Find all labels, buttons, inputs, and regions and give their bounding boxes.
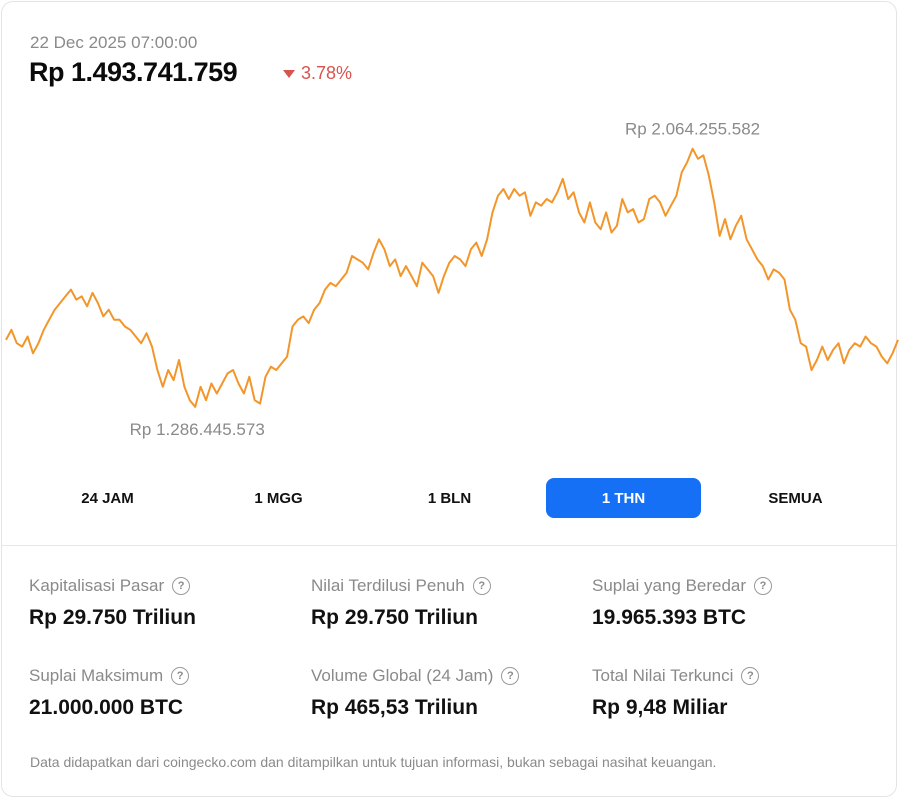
chart-high-label: Rp 2.064.255.582 xyxy=(625,120,760,139)
stat-global-volume: Volume Global (24 Jam) ? Rp 465,53 Trili… xyxy=(311,666,581,720)
stat-label: Suplai Maksimum xyxy=(29,666,164,685)
stat-value: Rp 29.750 Triliun xyxy=(29,606,196,629)
current-price: Rp 1.493.741.759 xyxy=(29,57,238,87)
stat-value: Rp 9,48 Miliar xyxy=(592,696,728,719)
help-icon[interactable]: ? xyxy=(501,667,520,685)
price-change-percent: 3.78% xyxy=(301,63,353,83)
stat-value: Rp 465,53 Triliun xyxy=(311,696,478,719)
section-divider xyxy=(2,545,898,546)
stat-max-supply: Suplai Maksimum ? 21.000.000 BTC xyxy=(29,666,299,720)
disclaimer-footnote: Data didapatkan dari coingecko.com dan d… xyxy=(30,754,717,770)
price-timestamp: 22 Dec 2025 07:00:00 xyxy=(30,33,198,52)
chart-low-label: Rp 1.286.445.573 xyxy=(130,420,265,439)
price-chart[interactable]: Rp 2.064.255.582 Rp 1.286.445.573 xyxy=(2,102,900,452)
down-arrow-icon xyxy=(283,69,295,78)
stat-circulating-supply: Suplai yang Beredar ? 19.965.393 BTC xyxy=(592,576,862,630)
stat-label: Suplai yang Beredar xyxy=(592,576,747,595)
range-1y-button[interactable]: 1 THN xyxy=(546,478,701,518)
stat-value: 19.965.393 BTC xyxy=(592,606,747,629)
range-1w-button[interactable]: 1 MGG xyxy=(254,489,303,507)
stat-fully-diluted-value: Nilai Terdilusi Penuh ? Rp 29.750 Triliu… xyxy=(311,576,581,630)
stat-label: Volume Global (24 Jam) xyxy=(311,666,494,685)
price-change: 3.78% xyxy=(283,63,352,84)
stat-total-value-locked: Total Nilai Terkunci ? Rp 9,48 Miliar xyxy=(592,666,862,720)
stat-label: Nilai Terdilusi Penuh xyxy=(311,576,465,595)
stat-market-cap: Kapitalisasi Pasar ? Rp 29.750 Triliun xyxy=(29,576,299,630)
stat-value: Rp 29.750 Triliun xyxy=(311,606,478,629)
price-chart-svg: Rp 2.064.255.582 Rp 1.286.445.573 xyxy=(5,120,899,439)
stat-label: Total Nilai Terkunci xyxy=(592,666,734,685)
range-24h-button[interactable]: 24 JAM xyxy=(81,489,134,507)
help-icon[interactable]: ? xyxy=(171,667,190,685)
help-icon[interactable]: ? xyxy=(472,577,491,595)
help-icon[interactable]: ? xyxy=(754,577,773,595)
price-line xyxy=(5,147,899,408)
help-icon[interactable]: ? xyxy=(172,577,191,595)
stat-value: 21.000.000 BTC xyxy=(29,696,184,719)
range-selector: 24 JAM 1 MGG 1 BLN 1 THN SEMUA xyxy=(30,478,870,518)
stat-label: Kapitalisasi Pasar xyxy=(29,576,165,595)
help-icon[interactable]: ? xyxy=(741,667,760,685)
range-1m-button[interactable]: 1 BLN xyxy=(427,489,472,507)
range-all-button[interactable]: SEMUA xyxy=(768,489,823,507)
